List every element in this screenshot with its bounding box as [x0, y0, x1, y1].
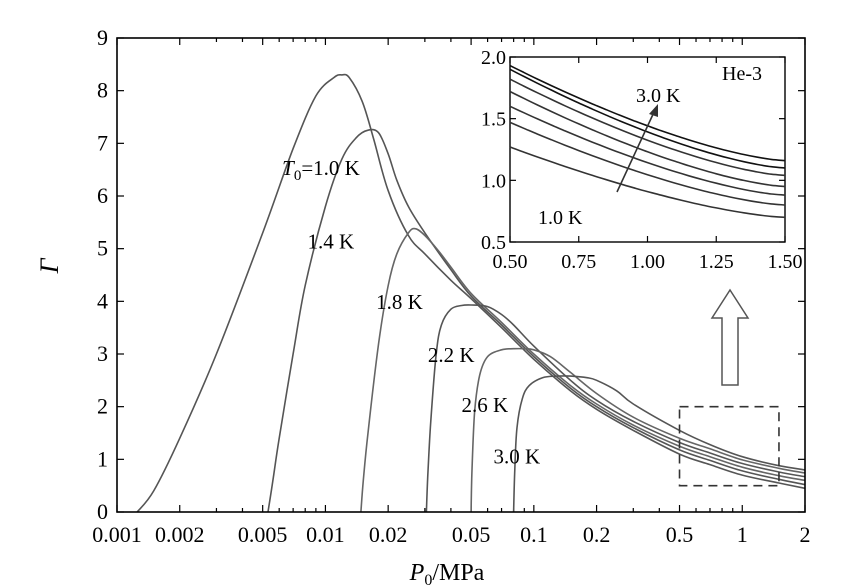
inset-low-label: 1.0 K — [538, 207, 583, 229]
series-line — [136, 73, 806, 513]
y-tick-label: 3 — [97, 341, 108, 366]
zoom-box — [678, 405, 780, 487]
inset-y-tick-label: 1.0 — [481, 170, 506, 192]
y-tick-label: 1 — [97, 446, 108, 471]
main-axis-ticks: 0.001 0.002 0.005 0.01 0.02 0.05 0.1 0.2 0.5 1 2 0 1… — [92, 25, 810, 547]
inset-series-line — [509, 146, 786, 219]
series-label: 1.8 K — [376, 290, 423, 314]
inset-chart: 0.50 0.75 1.00 1.25 1.50 0.5 1.0 1.5 2.0 He-3 3.… — [481, 47, 803, 273]
x-tick-label: 0.002 — [155, 522, 205, 547]
x-tick-label: 0.5 — [666, 522, 694, 547]
series-line — [470, 347, 806, 513]
y-tick-label: 6 — [97, 183, 108, 208]
y-tick-label: 0 — [97, 499, 108, 524]
inset-series-line — [509, 68, 786, 169]
inset-high-label: 3.0 K — [636, 85, 681, 107]
inset-x-tick-label: 1.25 — [699, 251, 734, 273]
inset-x-tick-label: 0.75 — [561, 251, 596, 273]
y-tick-label: 8 — [97, 78, 108, 103]
x-tick-label: 0.05 — [452, 522, 491, 547]
x-tick-label: 0.01 — [306, 522, 345, 547]
series-line — [267, 128, 806, 513]
inset-series-line — [509, 105, 786, 196]
main-curves — [136, 73, 806, 513]
y-tick-label: 9 — [97, 25, 108, 50]
inset-title: He-3 — [722, 63, 762, 85]
plot-frame — [116, 37, 806, 513]
y-axis-label: Γ — [35, 257, 64, 274]
y-tick-label: 5 — [97, 236, 108, 261]
inset-arrowhead-icon — [649, 104, 658, 117]
inset-x-tick-label: 1.50 — [768, 251, 803, 273]
x-tick-label: 0.005 — [238, 522, 288, 547]
x-tick-label: 0.1 — [520, 522, 548, 547]
y-tick-label: 4 — [97, 288, 108, 313]
inset-y-tick-label: 2.0 — [481, 47, 506, 69]
series-label: 2.6 K — [462, 393, 509, 417]
series-line — [425, 304, 806, 513]
y-tick-label: 2 — [97, 394, 108, 419]
inset-y-tick-label: 0.5 — [481, 232, 506, 254]
series-label: T0=1.0 K — [282, 156, 360, 184]
x-tick-label: 0.2 — [583, 522, 611, 547]
series-line — [512, 375, 806, 513]
series-line — [360, 227, 806, 513]
inset-x-tick-label: 1.00 — [630, 251, 665, 273]
x-tick-label: 0.001 — [92, 522, 142, 547]
x-tick-label: 0.02 — [369, 522, 408, 547]
inset-series-line — [509, 78, 786, 177]
series-label: 3.0 K — [493, 445, 540, 469]
inset-x-tick-label: 0.50 — [493, 251, 528, 273]
inset-series-line — [509, 90, 786, 188]
zoom-rect — [678, 405, 780, 487]
inset-temperature-arrow — [616, 109, 656, 193]
series-label: 1.4 K — [307, 230, 354, 254]
inset-axis-ticks: 0.50 0.75 1.00 1.25 1.50 0.5 1.0 1.5 2.0 — [481, 47, 803, 273]
x-tick-label: 2 — [800, 522, 811, 547]
inset-y-tick-label: 1.5 — [481, 109, 506, 131]
series-label: 2.2 K — [428, 343, 475, 367]
inset-series-line — [509, 121, 786, 206]
x-axis-label: P0/MPa — [409, 560, 485, 587]
x-tick-label: 1 — [737, 522, 748, 547]
y-tick-label: 7 — [97, 130, 108, 155]
curve-labels: T0=1.0 K 1.4 K 1.8 K 2.2 K 2.6 K 3.0 K — [282, 156, 540, 469]
up-arrow-icon — [710, 288, 750, 386]
